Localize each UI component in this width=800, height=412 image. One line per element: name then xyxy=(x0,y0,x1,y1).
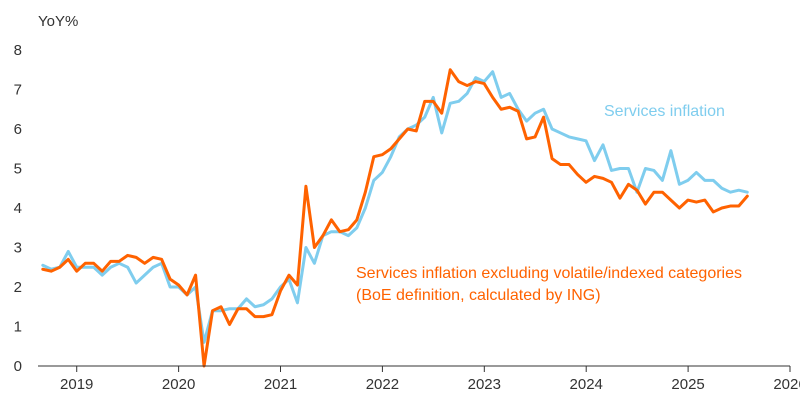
y-tick-label: 4 xyxy=(14,200,22,217)
x-tick-label: 2026 xyxy=(773,376,800,393)
annotation-services-inflation: Services inflation xyxy=(604,103,725,120)
y-tick-label: 1 xyxy=(14,319,22,336)
y-axis-unit-label: YoY% xyxy=(38,13,78,30)
y-tick-label: 0 xyxy=(14,358,22,375)
x-tick-label: 2019 xyxy=(60,376,93,393)
y-axis: 0 1 2 3 4 5 6 7 8 xyxy=(14,42,22,375)
y-tick-label: 5 xyxy=(14,161,22,178)
annotation-services-excl-line2: (BoE definition, calculated by ING) xyxy=(356,287,601,304)
x-tick-label: 2023 xyxy=(468,376,501,393)
y-tick-label: 2 xyxy=(14,279,22,296)
series-line-services-excl-volatile xyxy=(41,68,749,368)
x-tick-label: 2022 xyxy=(366,376,399,393)
x-tick-label: 2024 xyxy=(570,376,603,393)
annotation-services-excl-line1: Services inflation excluding volatile/in… xyxy=(356,265,742,282)
series-layer xyxy=(41,68,749,368)
y-tick-label: 7 xyxy=(14,82,22,99)
y-tick-label: 6 xyxy=(14,121,22,138)
x-tick-label: 2021 xyxy=(264,376,297,393)
x-tick-label: 2020 xyxy=(162,376,195,393)
x-axis: 2019 2020 2021 2022 2023 2024 2025 2026 xyxy=(60,366,800,393)
y-tick-label: 8 xyxy=(14,42,22,59)
y-tick-label: 3 xyxy=(14,240,22,257)
x-tick-label: 2025 xyxy=(671,376,704,393)
series-line-services-inflation xyxy=(41,70,749,344)
